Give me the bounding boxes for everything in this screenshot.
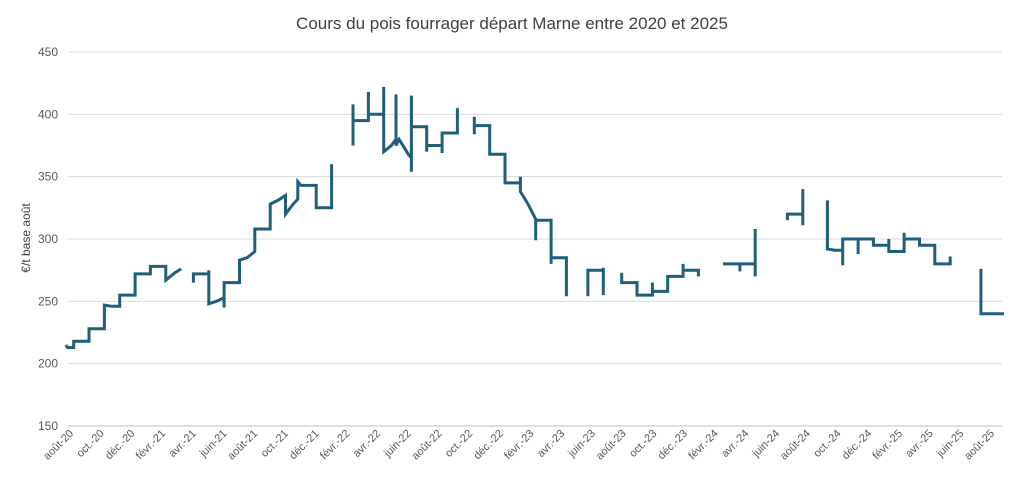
chart-title: Cours du pois fourrager départ Marne ent… — [296, 14, 728, 33]
series-segment — [825, 200, 952, 266]
series-segment — [586, 267, 605, 297]
y-tick-label: 450 — [38, 45, 58, 59]
y-tick-label: 200 — [38, 357, 58, 371]
series-segment — [620, 263, 700, 297]
x-tick-label: avr.-22 — [351, 428, 383, 460]
y-tick-label: 300 — [38, 232, 58, 246]
series-segments — [64, 86, 1004, 349]
y-tick-label: 400 — [38, 107, 58, 121]
x-tick-label: juin-24 — [750, 428, 783, 461]
series-segment — [472, 116, 568, 297]
series-segment — [351, 86, 459, 172]
series-segment — [785, 189, 805, 226]
series-segment — [723, 229, 757, 277]
x-tick-label: déc.-22 — [471, 428, 505, 462]
x-tick-label: déc.-23 — [656, 428, 690, 462]
series-segment — [979, 268, 1004, 316]
x-tick-label: oct.-21 — [259, 428, 291, 460]
x-tick-label: févr.-22 — [318, 428, 352, 462]
x-tick-label: févr.-21 — [134, 428, 168, 462]
x-tick-label: août-21 — [225, 428, 260, 463]
x-tick-label: août-25 — [962, 428, 997, 463]
series-segment — [191, 164, 334, 308]
x-tick-labels: août-20oct.-20déc.-20févr.-21avr.-21juin… — [41, 428, 997, 463]
x-tick-label: déc.-20 — [103, 428, 137, 462]
x-tick-label: avr.-25 — [903, 428, 935, 460]
x-tick-label: déc.-24 — [840, 428, 874, 462]
x-tick-label: oct.-24 — [811, 428, 843, 460]
x-tick-label: août-23 — [594, 428, 629, 463]
x-tick-label: oct.-23 — [627, 428, 659, 460]
x-tick-label: juin-25 — [934, 428, 967, 461]
y-tick-label: 150 — [38, 419, 58, 433]
x-tick-label: févr.-25 — [871, 428, 905, 462]
x-tick-label: août-22 — [410, 428, 445, 463]
x-tick-label: avr.-24 — [719, 428, 751, 460]
gridlines — [68, 51, 1002, 365]
y-tick-label: 250 — [38, 294, 58, 308]
x-tick-label: déc.-21 — [287, 428, 321, 462]
x-tick-label: juin-23 — [565, 428, 598, 461]
x-tick-label: févr.-23 — [502, 428, 536, 462]
x-tick-label: oct.-20 — [75, 428, 107, 460]
y-tick-labels: 150 200 250 300 350 400 450 — [38, 45, 58, 433]
y-axis-label: €/t base août — [19, 203, 33, 273]
x-tick-label: juin-22 — [381, 428, 414, 461]
x-tick-label: août-24 — [778, 428, 813, 463]
y-tick-label: 350 — [38, 170, 58, 184]
x-tick-label: avr.-21 — [167, 428, 199, 460]
x-tick-label: févr.-24 — [686, 428, 720, 462]
series-segment — [64, 264, 182, 349]
x-tick-label: juin-21 — [197, 428, 230, 461]
x-tick-label: avr.-23 — [535, 428, 567, 460]
x-tick-label: oct.-22 — [443, 428, 475, 460]
